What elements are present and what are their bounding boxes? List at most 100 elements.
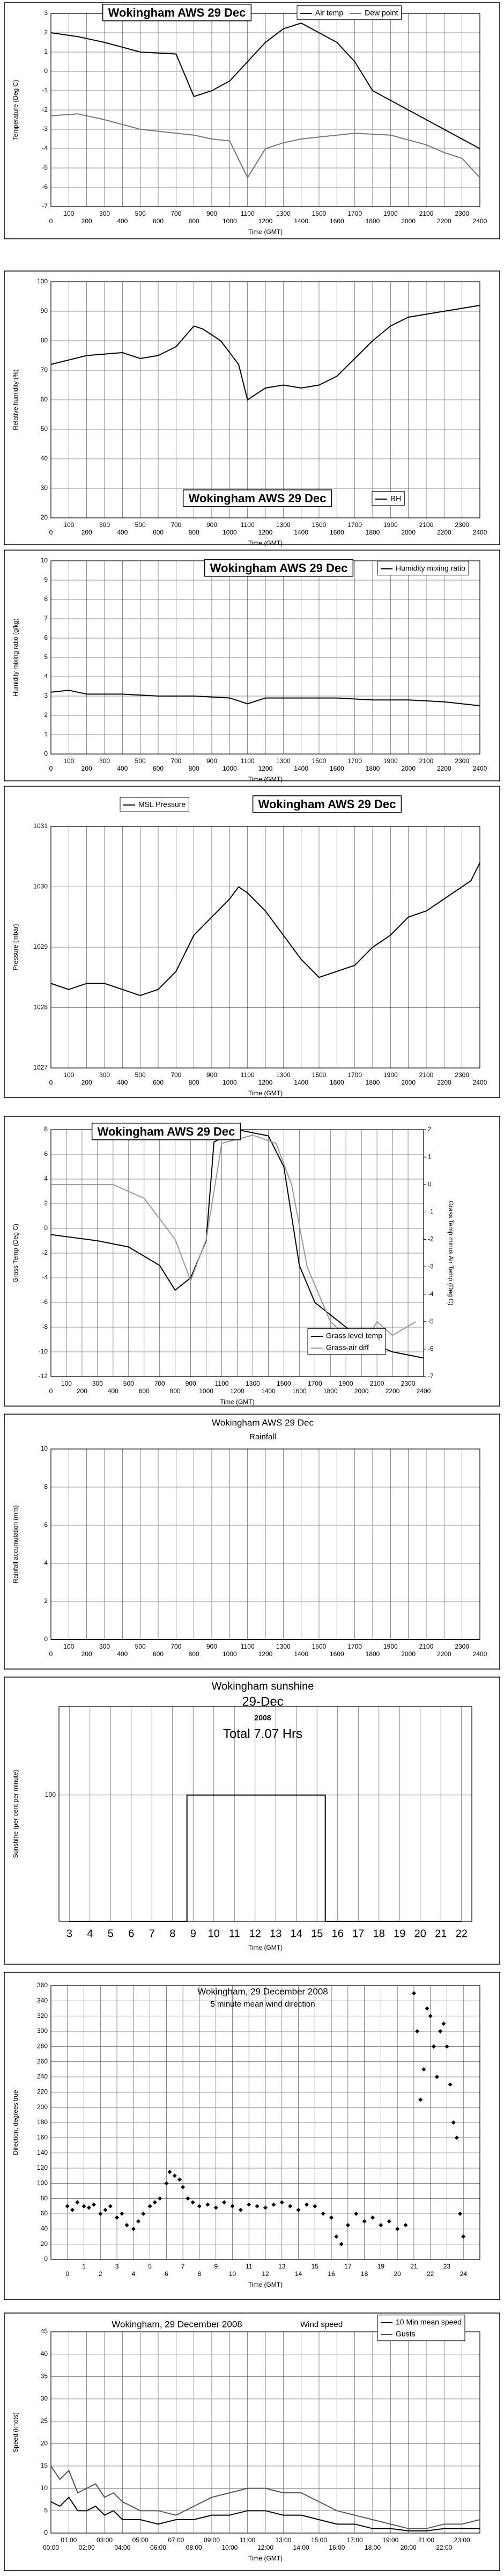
y-tick-label: 1 <box>44 730 48 738</box>
x-tick-label: 0 <box>49 765 53 772</box>
plot-area <box>50 2331 480 2534</box>
x-tick-label: 800 <box>170 1387 181 1395</box>
x-tick-label: 1900 <box>383 521 398 529</box>
x-tick-label: 1200 <box>258 765 273 772</box>
data-point <box>131 2227 136 2231</box>
y-tick-label: 340 <box>37 1997 48 2004</box>
x-tick-label: 1500 <box>277 1380 291 1387</box>
data-point <box>103 2207 108 2212</box>
x-tick-label: 2100 <box>419 521 434 529</box>
data-point <box>205 2202 210 2207</box>
x-tick-label: 10:00 <box>221 2544 238 2551</box>
legend-box <box>372 491 405 506</box>
chart-title: Wokingham AWS 29 Dec <box>258 797 396 811</box>
x-tick-label: 04:00 <box>114 2544 130 2551</box>
x-tick-label: 700 <box>171 1643 181 1650</box>
data-point <box>190 2200 195 2205</box>
x-tick-label: 700 <box>171 757 181 765</box>
data-line <box>69 1794 462 1922</box>
y2-tick-label: -4 <box>428 1290 434 1298</box>
x-tick-label: 5 <box>108 1928 114 1940</box>
x-tick-label: 200 <box>81 217 92 225</box>
y-tick-label: 6 <box>44 634 48 641</box>
annotation: 2008 <box>254 1714 271 1722</box>
x-tick-label: 20 <box>394 2270 401 2278</box>
x-tick-label: 20 <box>414 1928 426 1940</box>
panel-frame <box>4 2312 500 2571</box>
chart-subtitle: 5 minute mean wind direction <box>210 2000 315 2009</box>
x-tick-label: 1300 <box>276 210 291 217</box>
x-tick-label: 2200 <box>437 765 451 772</box>
x-tick-label: 1300 <box>276 521 291 529</box>
y-tick-label: -2 <box>42 106 48 113</box>
x-tick-label: 1100 <box>241 521 255 529</box>
chart-subtitle: Wind speed <box>300 2320 343 2329</box>
x-tick-label: 1600 <box>330 1079 344 1086</box>
x-tick-label: 1200 <box>258 1650 273 1658</box>
x-tick-label: 1400 <box>294 1650 308 1658</box>
chart-title: Wokingham AWS 29 Dec <box>108 6 246 19</box>
x-axis-title: Time (GMT) <box>248 775 283 783</box>
y2-tick-label: -1 <box>428 1208 434 1216</box>
x-tick-label: 2400 <box>473 217 487 225</box>
x-tick-label: 00:00 <box>43 2544 59 2551</box>
y-tick-label: 40 <box>41 2225 48 2233</box>
x-tick-label: 4 <box>87 1928 93 1940</box>
y-tick-label: 320 <box>37 2012 48 2019</box>
data-point <box>339 2242 344 2246</box>
y-axis-title: Speed (knots) <box>12 2412 19 2453</box>
x-tick-label: 9 <box>190 1928 196 1940</box>
x-tick-label: 3 <box>66 1928 72 1940</box>
x-tick-label: 2400 <box>473 765 487 772</box>
x-tick-label: 3 <box>115 2263 119 2270</box>
x-tick-label: 2000 <box>401 529 416 536</box>
y-tick-label: 1029 <box>33 943 48 950</box>
x-tick-label: 8 <box>169 1928 175 1940</box>
data-point <box>186 2196 190 2201</box>
panel-frame <box>4 1116 500 1407</box>
x-tick-label: 200 <box>81 529 92 536</box>
legend-label: RH <box>390 494 401 503</box>
x-tick-label: 400 <box>117 529 128 536</box>
x-tick-label: 500 <box>135 210 146 217</box>
y2-tick-label: -3 <box>428 1263 434 1270</box>
x-tick-label: 1800 <box>323 1387 338 1395</box>
data-point <box>230 2204 235 2208</box>
y-tick-label: -5 <box>42 164 48 171</box>
x-tick-label: 0 <box>49 1387 53 1395</box>
y-tick-label: 9 <box>44 576 48 583</box>
legend-box <box>377 561 469 576</box>
y-tick-label: 80 <box>41 336 48 344</box>
data-point <box>454 2135 459 2140</box>
x-tick-label: 500 <box>135 1643 146 1650</box>
data-point <box>296 2207 301 2212</box>
y-tick-label: 180 <box>37 2118 48 2126</box>
data-point <box>313 2204 317 2208</box>
x-tick-label: 2200 <box>437 1650 451 1658</box>
x-tick-label: 2000 <box>401 217 416 225</box>
x-tick-label: 500 <box>135 1071 146 1079</box>
x-tick-label: 0 <box>49 1079 53 1086</box>
legend-label: 10 Min mean speed <box>396 2318 462 2326</box>
x-tick-label: 2100 <box>419 210 434 217</box>
x-tick-label: 12 <box>249 1928 261 1940</box>
data-point <box>213 2205 218 2210</box>
data-point <box>425 2006 429 2011</box>
x-tick-label: 22:00 <box>436 2544 452 2551</box>
x-tick-label: 14 <box>295 2270 302 2278</box>
x-tick-label: 1500 <box>312 210 327 217</box>
x-tick-label: 300 <box>99 210 110 217</box>
x-tick-label: 2100 <box>419 757 434 765</box>
y-tick-label: 8 <box>44 595 48 603</box>
x-tick-label: 1000 <box>223 529 237 536</box>
x-tick-label: 800 <box>189 1079 199 1086</box>
legend-label: Humidity mixing ratio <box>396 564 465 573</box>
x-tick-label: 1500 <box>312 1643 327 1650</box>
y-tick-label: 3 <box>44 9 48 17</box>
data-point <box>354 2212 359 2216</box>
y-tick-label: 200 <box>37 2103 48 2111</box>
panel-frame <box>4 786 500 1098</box>
x-tick-label: 01:00 <box>61 2536 77 2544</box>
y-tick-label: 4 <box>44 1175 48 1182</box>
x-tick-label: 1100 <box>241 1071 255 1079</box>
